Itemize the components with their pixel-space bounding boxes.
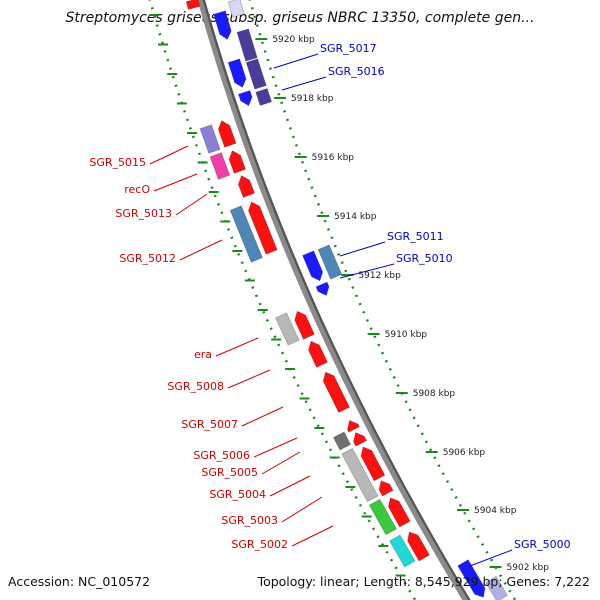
label-leader xyxy=(153,173,198,192)
topology-text: Topology: linear; Length: 8,545,929 bp; … xyxy=(257,574,590,589)
gene-feature[interactable] xyxy=(213,10,233,41)
gene-feature[interactable] xyxy=(302,250,326,283)
label-leader xyxy=(281,496,323,523)
gene-label-left[interactable]: SGR_5013 xyxy=(115,207,172,220)
gene-feature[interactable] xyxy=(255,87,273,107)
gene-feature[interactable] xyxy=(237,89,254,107)
gene-label-left[interactable]: SGR_5015 xyxy=(89,156,146,169)
kbp-label: 5916 kbp xyxy=(312,153,355,163)
gene-label-left[interactable]: SGR_5008 xyxy=(167,380,224,393)
gene-label-right[interactable]: SGR_5016 xyxy=(328,65,385,78)
gene-feature[interactable] xyxy=(246,200,278,255)
kbp-label: 5902 kbp xyxy=(507,563,550,573)
kbp-label: 5914 kbp xyxy=(334,212,377,222)
label-leader xyxy=(339,241,386,257)
gene-feature[interactable] xyxy=(320,370,350,414)
gene-feature[interactable] xyxy=(358,444,386,482)
gene-feature[interactable] xyxy=(332,431,352,451)
label-leader xyxy=(241,406,284,427)
gene-feature[interactable] xyxy=(376,478,394,497)
backbone-shadow xyxy=(198,0,471,600)
gene-label-right[interactable]: SGR_5010 xyxy=(396,252,453,265)
kbp-label: 5908 kbp xyxy=(413,389,456,399)
gene-label-left[interactable]: SGR_5002 xyxy=(231,538,288,551)
gene-feature[interactable] xyxy=(227,149,247,174)
label-leader xyxy=(253,437,298,458)
gene-feature[interactable] xyxy=(199,124,221,154)
gene-label-right[interactable]: SGR_5000 xyxy=(514,538,571,551)
gene-feature[interactable] xyxy=(306,339,328,368)
gene-feature[interactable] xyxy=(292,309,315,340)
genome-backbone xyxy=(197,0,469,600)
gene-feature[interactable] xyxy=(389,534,416,568)
gene-feature[interactable] xyxy=(227,0,245,18)
label-leader xyxy=(339,263,395,279)
gene-feature[interactable] xyxy=(236,174,256,198)
label-leader xyxy=(175,193,208,216)
gene-feature[interactable] xyxy=(350,430,368,447)
gene-feature[interactable] xyxy=(341,447,379,503)
gene-label-right[interactable]: SGR_5017 xyxy=(320,42,377,55)
kbp-label: 5912 kbp xyxy=(358,271,401,281)
label-leader xyxy=(179,239,223,261)
gene-feature[interactable] xyxy=(185,0,201,10)
kbp-label: 5920 kbp xyxy=(272,35,315,45)
gene-feature[interactable] xyxy=(485,575,508,600)
label-leader xyxy=(291,525,334,547)
label-leader xyxy=(269,475,311,497)
gene-feature[interactable] xyxy=(227,58,248,89)
label-leader xyxy=(149,145,189,165)
gene-feature[interactable] xyxy=(216,119,237,148)
gene-label-left[interactable]: SGR_5004 xyxy=(209,488,266,501)
label-leader xyxy=(261,451,301,475)
gene-label-left[interactable]: SGR_5012 xyxy=(119,252,176,265)
label-leader xyxy=(273,53,319,69)
label-leader xyxy=(469,549,513,567)
label-leader xyxy=(215,337,259,357)
kbp-label: 5918 kbp xyxy=(291,94,334,104)
kbp-label: 5904 kbp xyxy=(474,506,517,516)
gene-label-left[interactable]: SGR_5007 xyxy=(181,418,238,431)
gene-feature[interactable] xyxy=(404,529,431,562)
gene-feature[interactable] xyxy=(385,495,411,528)
gene-feature[interactable] xyxy=(368,498,397,536)
gene-label-left[interactable]: SGR_5006 xyxy=(193,449,250,462)
gene-label-left[interactable]: era xyxy=(194,348,212,361)
accession-text: Accession: NC_010572 xyxy=(8,574,151,589)
gene-feature[interactable] xyxy=(275,312,300,346)
gene-label-right[interactable]: SGR_5011 xyxy=(387,230,444,243)
label-leader xyxy=(227,369,271,389)
label-leader xyxy=(281,76,327,91)
gene-feature[interactable] xyxy=(245,58,267,90)
gene-feature[interactable] xyxy=(315,281,332,298)
gene-label-left[interactable]: SGR_5003 xyxy=(221,514,278,527)
gene-feature[interactable] xyxy=(236,28,258,62)
kbp-label: 5906 kbp xyxy=(443,448,486,458)
gene-feature[interactable] xyxy=(317,244,343,280)
gene-feature[interactable] xyxy=(344,418,360,433)
gene-label-left[interactable]: recO xyxy=(124,183,150,196)
kbp-label: 5910 kbp xyxy=(385,330,428,340)
map-title: Streptomyces griseus subsp. griseus NBRC… xyxy=(65,10,535,26)
gene-feature[interactable] xyxy=(229,205,263,263)
gene-label-left[interactable]: SGR_5005 xyxy=(201,466,258,479)
gene-feature[interactable] xyxy=(209,152,231,180)
gene-feature[interactable] xyxy=(457,559,489,600)
